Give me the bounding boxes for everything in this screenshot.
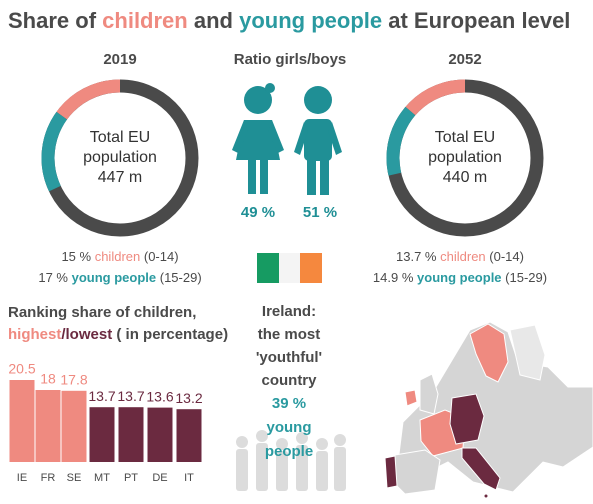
ireland-text: Ireland:	[262, 303, 316, 320]
year-label: 2052	[448, 51, 481, 68]
share-group: children	[95, 249, 141, 264]
bar-category: MT	[94, 472, 110, 484]
ireland-text: 'youthful'	[256, 349, 322, 366]
bar	[61, 390, 87, 462]
bar-category: IE	[17, 472, 27, 484]
share-caption: 14.9 % young people (15-29)	[373, 270, 547, 285]
bar-value: 18	[40, 371, 56, 387]
share-range: (0-14)	[144, 249, 179, 264]
ireland-text: the most	[258, 326, 321, 343]
bar-category: SE	[67, 472, 82, 484]
bar-value: 13.7	[117, 388, 144, 404]
bar	[9, 380, 35, 462]
bar	[89, 407, 115, 462]
ireland-text: country	[261, 372, 317, 389]
title-part: young people	[239, 8, 382, 33]
irish-flag	[257, 253, 322, 283]
share-value: 14.9 %	[373, 270, 414, 285]
boys-share: 51 %	[303, 204, 337, 221]
donut-center-text: Total EU	[90, 129, 150, 146]
donut-center-text: population	[83, 149, 157, 166]
title-part: at European level	[388, 8, 570, 33]
donut-center-text: 440 m	[443, 169, 487, 186]
share-caption: 17 % young people (15-29)	[38, 270, 201, 285]
donut-segment	[405, 79, 466, 116]
share-caption: 15 % children (0-14)	[61, 249, 178, 264]
share-value: 13.7 %	[396, 249, 437, 264]
ireland-group: young	[267, 419, 312, 436]
bar-category: PT	[124, 472, 138, 484]
share-range: (0-14)	[489, 249, 524, 264]
europe-map	[384, 321, 593, 499]
crowd-icon	[236, 430, 346, 491]
ranking-title: Ranking share of children,	[8, 304, 196, 321]
girls-share: 49 %	[241, 204, 275, 221]
ireland-share: 39 %	[272, 395, 306, 412]
share-value: 17 %	[38, 270, 68, 285]
bar-value: 13.7	[88, 388, 115, 404]
donut-center-text: 447 m	[98, 169, 142, 186]
title-part: Share of	[8, 8, 97, 33]
bar-category: DE	[152, 472, 167, 484]
boy-icon	[294, 86, 342, 195]
lowest-label: /lowest	[61, 326, 112, 343]
share-range: (15-29)	[505, 270, 547, 285]
share-group: children	[440, 249, 486, 264]
ranking-subtitle: highest/lowest ( in percentage)	[8, 326, 228, 343]
highest-label: highest	[8, 326, 61, 343]
bar	[147, 407, 173, 462]
unit-label: ( in percentage)	[116, 326, 228, 343]
ratio-title: Ratio girls/boys	[234, 51, 347, 68]
share-group: young people	[72, 270, 157, 285]
title-part: children	[102, 8, 188, 33]
share-range: (15-29)	[160, 270, 202, 285]
bar	[176, 409, 202, 462]
ireland-group: people	[265, 443, 313, 460]
donut-center-text: population	[428, 149, 502, 166]
title-part: and	[194, 8, 233, 33]
title: Share of children and young people at Eu…	[8, 8, 570, 33]
bar-value: 13.6	[146, 388, 173, 404]
donut-segment	[56, 79, 121, 120]
bar-value: 20.5	[8, 361, 35, 377]
bar	[118, 407, 144, 462]
bar-category: FR	[41, 472, 56, 484]
year-label: 2019	[103, 51, 136, 68]
share-value: 15 %	[61, 249, 91, 264]
share-group: young people	[417, 270, 502, 285]
share-caption: 13.7 % children (0-14)	[396, 249, 524, 264]
bar-value: 13.2	[175, 390, 202, 406]
donut-center-text: Total EU	[435, 129, 495, 146]
bar-value: 17.8	[60, 372, 87, 388]
bar-category: IT	[184, 472, 194, 484]
bar	[35, 390, 61, 462]
donut-segment	[386, 106, 416, 176]
girl-icon	[232, 83, 284, 194]
donut-segment	[41, 111, 68, 192]
